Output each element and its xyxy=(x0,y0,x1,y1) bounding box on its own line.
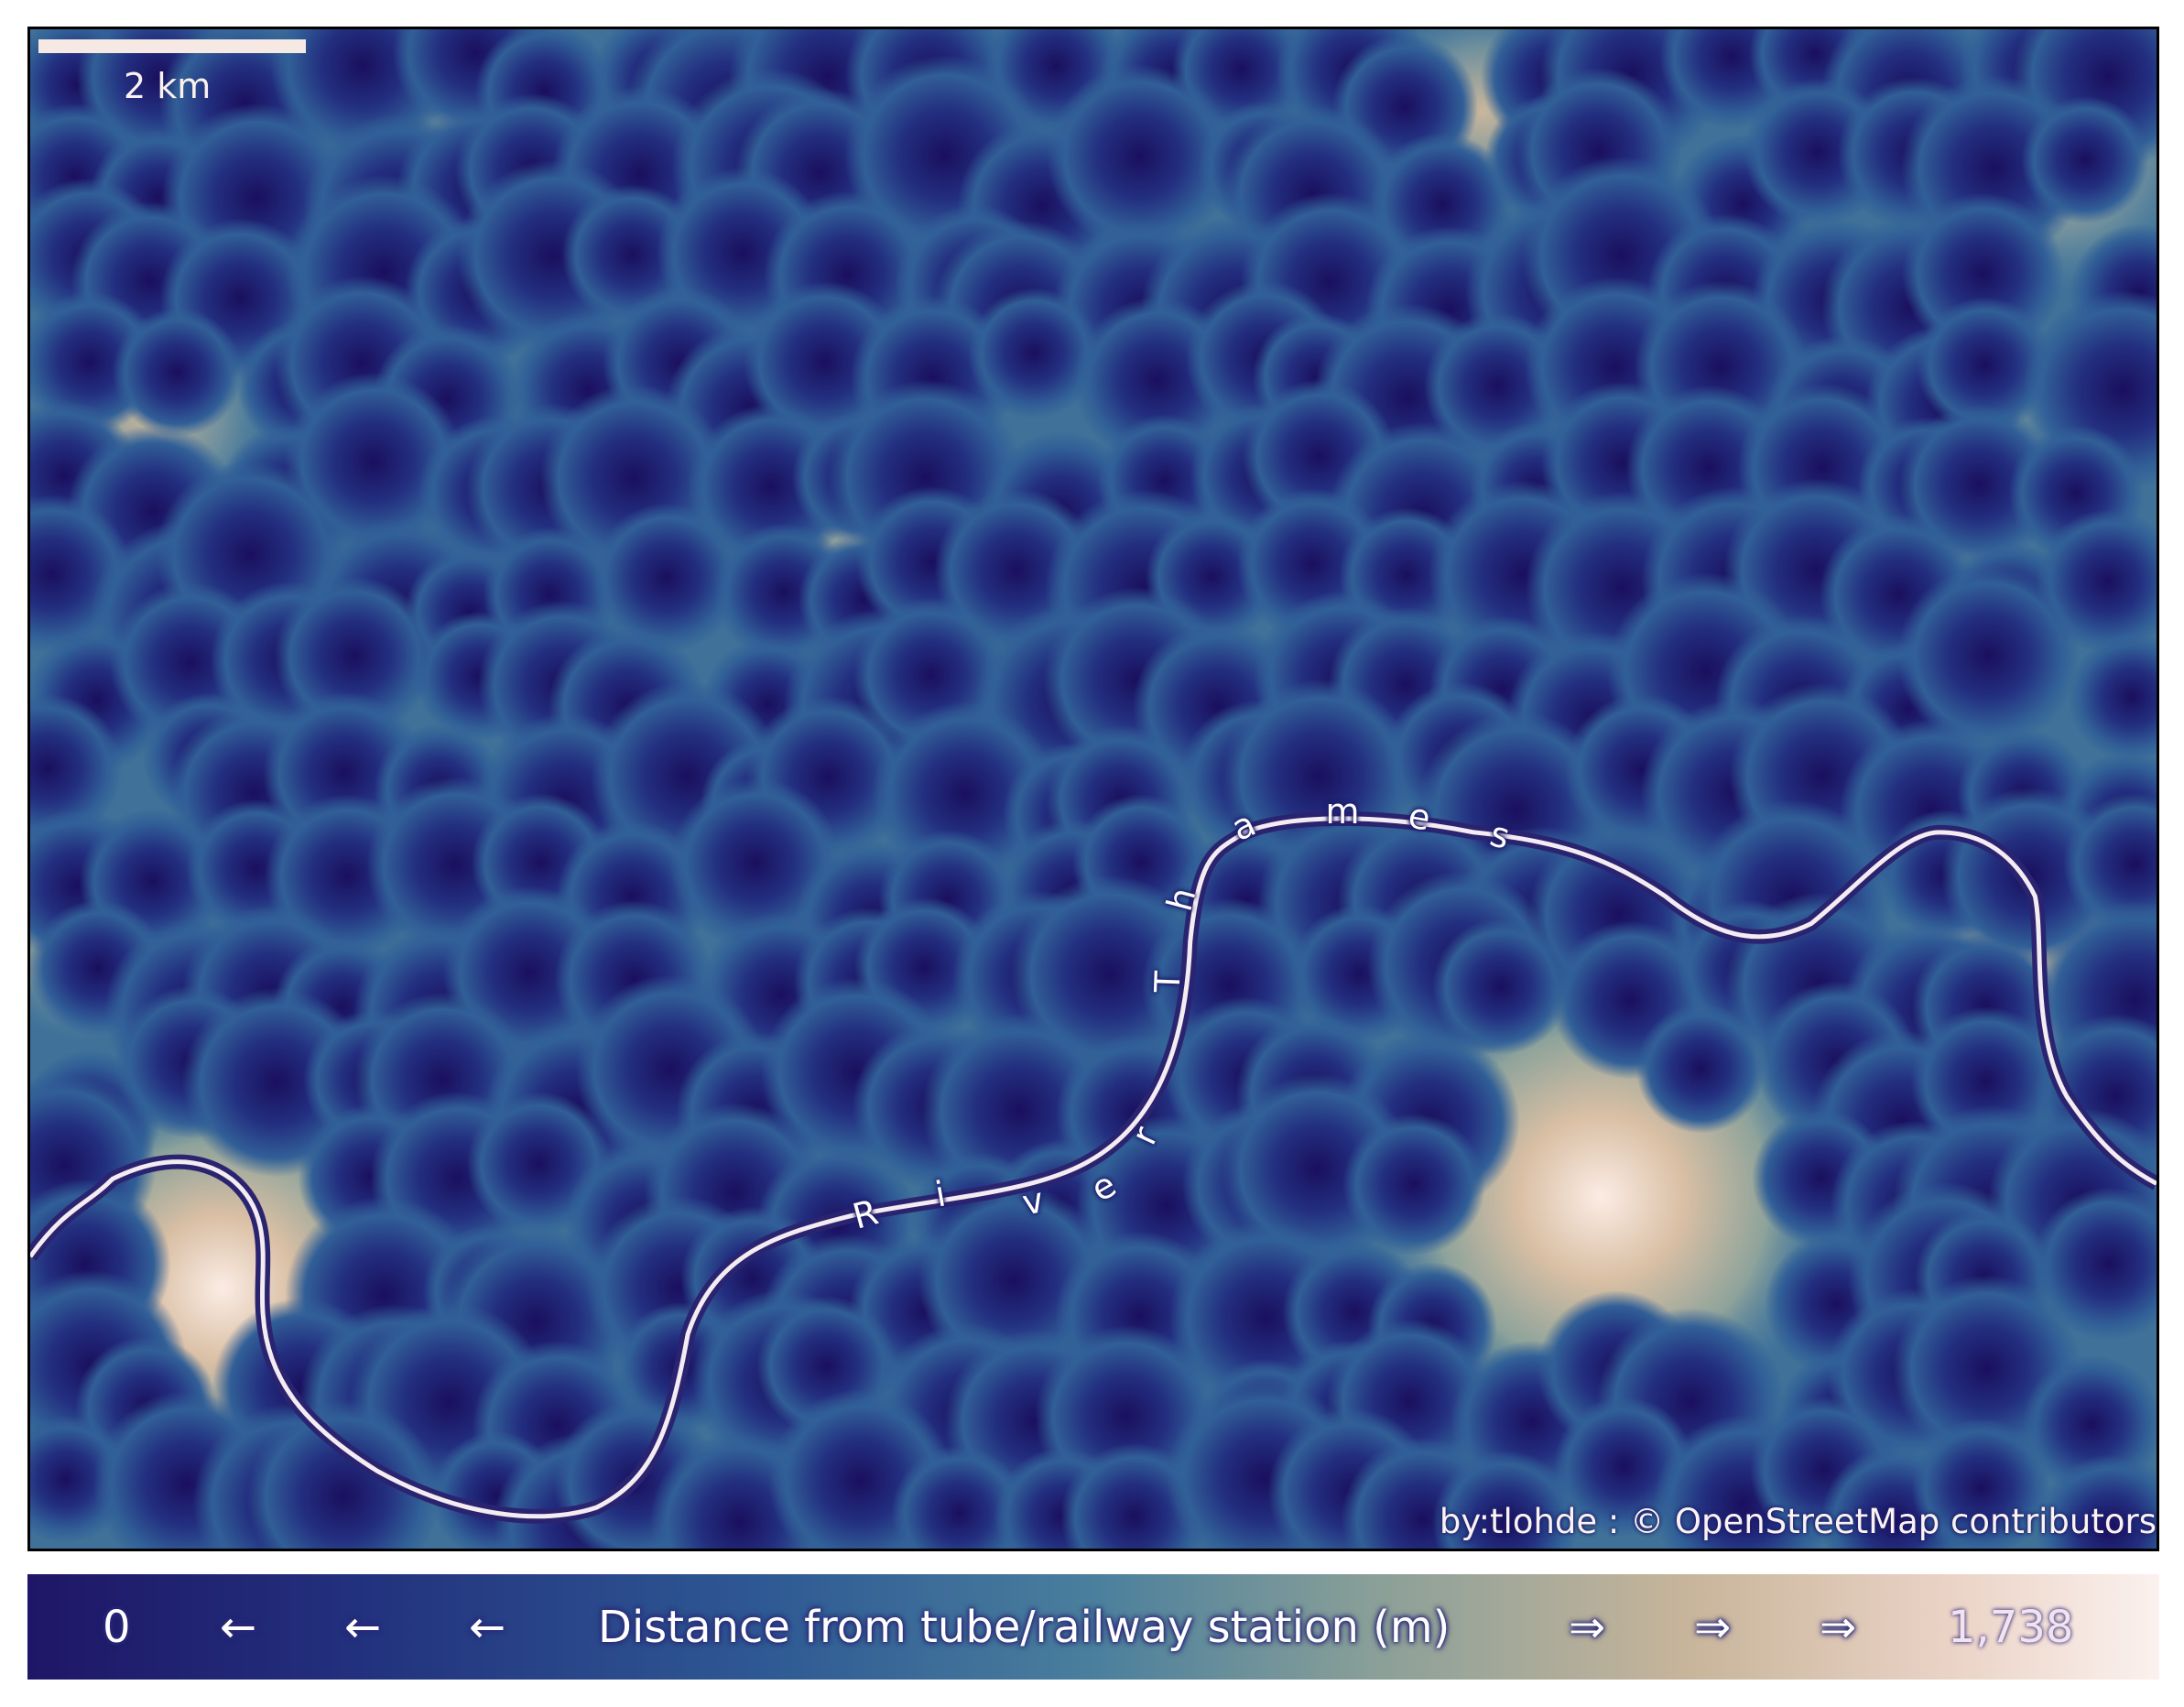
distance-heatmap xyxy=(30,29,2157,1549)
left-arrow-icon: ← xyxy=(220,1602,257,1653)
scale-bar xyxy=(38,39,306,53)
distance-map xyxy=(27,27,2159,1551)
station-catchment xyxy=(1342,1113,1485,1256)
colorbar-min-label: 0 xyxy=(103,1602,131,1653)
station-catchment xyxy=(1432,918,1570,1055)
station-catchment xyxy=(1047,63,1233,251)
station-catchment xyxy=(30,693,123,843)
station-catchment xyxy=(2036,1454,2157,1549)
station-catchment xyxy=(2063,793,2157,936)
station-catchment xyxy=(1896,564,2081,748)
colorbar: 0 ← ← ← Distance from tube/railway stati… xyxy=(27,1574,2159,1680)
station-catchment xyxy=(274,575,435,737)
scale-bar-label: 2 km xyxy=(124,66,212,106)
left-arrow-icon: ← xyxy=(469,1602,506,1653)
station-catchment xyxy=(1432,1450,1579,1549)
right-arrow-icon: ⇒ xyxy=(1694,1602,1732,1653)
colorbar-max-label: 1,738 xyxy=(1948,1602,2074,1653)
station-catchment xyxy=(246,1399,440,1549)
right-arrow-icon: ⇒ xyxy=(1820,1602,1857,1653)
station-catchment xyxy=(891,1445,1027,1549)
station-catchment xyxy=(112,307,243,438)
station-catchment xyxy=(592,503,742,653)
colorbar-title: Distance from tube/railway station (m) xyxy=(598,1602,1451,1653)
station-catchment xyxy=(2068,633,2157,762)
right-arrow-icon: ⇒ xyxy=(1569,1602,1606,1653)
station-catchment xyxy=(2021,95,2150,224)
station-catchment xyxy=(2032,1187,2157,1341)
station-catchment xyxy=(1635,1004,1766,1134)
station-catchments xyxy=(30,29,2157,1549)
left-arrow-icon: ← xyxy=(344,1602,382,1653)
map-attribution: by:tlohde : © OpenStreetMap contributors xyxy=(1439,1502,2157,1541)
station-catchment xyxy=(1916,296,2054,434)
station-catchment xyxy=(1911,1418,2051,1549)
river-thames-line xyxy=(30,816,2157,1519)
station-catchment xyxy=(968,287,1100,419)
